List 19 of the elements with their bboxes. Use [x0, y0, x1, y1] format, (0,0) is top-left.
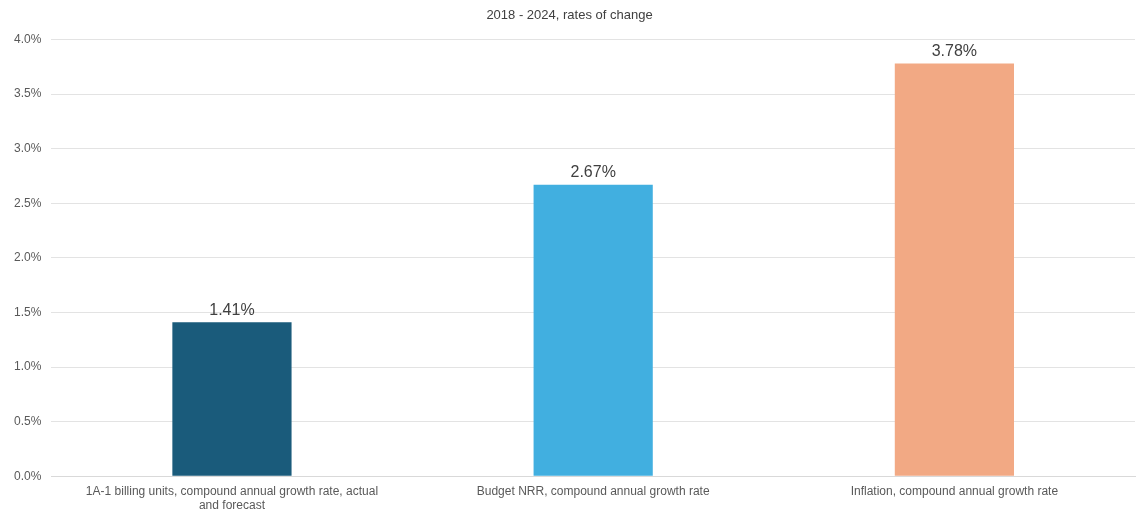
- y-tick-label: 3.0%: [13, 141, 42, 156]
- y-tick-label: 2.0%: [13, 250, 42, 265]
- y-tick-label: 3.5%: [13, 86, 42, 101]
- y-tick-label: 1.0%: [13, 359, 42, 374]
- x-tick-label: Inflation, compound annual growth rate: [850, 483, 1059, 498]
- data-label: 1.41%: [209, 300, 255, 318]
- y-tick-label: 2.5%: [13, 195, 42, 210]
- bar: [894, 63, 1014, 476]
- y-tick-label: 1.5%: [13, 304, 42, 319]
- bar: [533, 184, 653, 476]
- data-label: 3.78%: [931, 42, 978, 60]
- chart-title: 2018 - 2024, rates of change: [486, 7, 653, 23]
- x-tick-label: Budget NRR, compound annual growth rate: [476, 483, 710, 498]
- y-tick-label: 0.0%: [13, 468, 42, 483]
- y-tick-label: 0.5%: [13, 413, 42, 428]
- data-label: 2.67%: [570, 163, 616, 181]
- y-tick-label: 4.0%: [13, 31, 42, 46]
- bar: [172, 322, 292, 476]
- x-tick-label: 1A-1 billing units, compound annual growth rate, actual and forecast: [85, 483, 379, 513]
